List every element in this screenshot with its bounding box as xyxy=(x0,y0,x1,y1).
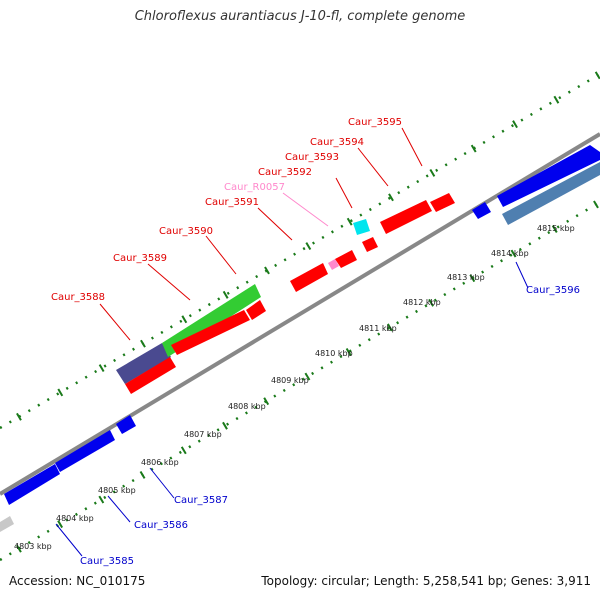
major-tick-1 xyxy=(222,421,228,430)
kbp-label-4804: 4804 kbp xyxy=(56,514,94,523)
gene-label-caur-3590[interactable]: Caur_3590 xyxy=(159,226,213,237)
gene-label-caur-3591[interactable]: Caur_3591 xyxy=(205,197,259,208)
kbp-label-4813: 4813 kbp xyxy=(447,273,485,282)
gene-caur-3590-feature[interactable] xyxy=(125,357,176,394)
major-tick-0 xyxy=(388,193,394,202)
major-ticks xyxy=(15,71,600,553)
reverse-genes xyxy=(0,145,600,532)
map-title: Chloroflexus aurantiacus J-10-fl, comple… xyxy=(134,9,466,24)
major-tick-1 xyxy=(510,249,517,258)
major-tick-1 xyxy=(345,348,352,356)
gene-caur-3595-feature[interactable] xyxy=(380,200,432,234)
gene-caur-3588-feature[interactable] xyxy=(116,343,171,384)
major-tick-1 xyxy=(139,470,146,479)
major-tick-1 xyxy=(180,446,187,455)
major-tick-0 xyxy=(98,364,105,372)
major-tick-0 xyxy=(429,168,436,177)
major-tick-0 xyxy=(140,339,146,348)
kbp-label-4812: 4812 kbp xyxy=(403,298,441,307)
kbp-label-4803: 4803 kbp xyxy=(14,542,52,551)
major-tick-0 xyxy=(470,144,477,153)
major-tick-0 xyxy=(305,242,312,251)
genome-summary-text: Topology: circular; Length: 5,258,541 bp… xyxy=(261,574,591,588)
gene-label-caur-3587[interactable]: Caur_3587 xyxy=(174,495,228,506)
genome-backbone xyxy=(0,132,600,496)
major-tick-0 xyxy=(346,217,353,226)
kbp-label-4809: 4809 kbp xyxy=(271,376,309,385)
kbp-label-4807: 4807 kbp xyxy=(184,430,222,439)
major-tick-1 xyxy=(386,323,393,332)
major-tick-1 xyxy=(551,225,558,233)
gene-label-caur-3596[interactable]: Caur_3596 xyxy=(526,285,580,296)
major-tick-1 xyxy=(304,372,311,381)
gene-label-caur-3592[interactable]: Caur_3592 xyxy=(258,167,312,178)
gene-caur-3596-feature[interactable] xyxy=(502,162,600,225)
gene-grey-feature[interactable] xyxy=(0,516,14,532)
major-tick-0 xyxy=(222,290,229,299)
gene-label-caur-3588[interactable]: Caur_3588 xyxy=(51,292,105,303)
major-tick-0 xyxy=(181,315,188,324)
gene-label-caur-3586[interactable]: Caur_3586 xyxy=(134,520,188,531)
major-tick-0 xyxy=(512,120,518,129)
gene-label-caur-3589[interactable]: Caur_3589 xyxy=(113,253,167,264)
gene-caur-3591-feature[interactable] xyxy=(171,310,250,355)
gene-red-arrow-b[interactable] xyxy=(290,263,328,292)
major-tick-0 xyxy=(16,412,22,421)
kbp-label-4808: 4808 kbp xyxy=(228,402,266,411)
major-tick-1 xyxy=(15,544,22,553)
major-tick-1 xyxy=(428,298,435,307)
major-tick-1 xyxy=(469,274,476,283)
kbp-label-4806: 4806 kbp xyxy=(141,458,179,467)
major-tick-1 xyxy=(263,397,270,406)
gene-blue-arrow-a[interactable] xyxy=(472,202,491,219)
major-tick-0 xyxy=(553,95,560,104)
gene-caur-3592-feature[interactable] xyxy=(335,250,357,268)
kbp-label-4814: 4814 kbp xyxy=(491,249,529,258)
major-tick-0 xyxy=(57,388,64,397)
gene-caur-3594-feature[interactable] xyxy=(362,237,378,252)
gene-label-caur-3593[interactable]: Caur_3593 xyxy=(285,152,339,163)
gene-caur-r0057-feature[interactable] xyxy=(328,259,339,270)
gene-red-arrow-a[interactable] xyxy=(246,300,266,320)
forward-genes xyxy=(116,193,455,394)
gene-blue-arrow-b[interactable] xyxy=(497,145,600,207)
gene-label-caur-3585[interactable]: Caur_3585 xyxy=(80,556,134,567)
major-tick-0 xyxy=(594,71,600,80)
kbp-label-4805: 4805 kbp xyxy=(98,486,136,495)
kbp-label-4811: 4811 kbp xyxy=(359,324,397,333)
gene-caur-3585-feature[interactable] xyxy=(4,464,60,505)
kbp-label-4815: 4815 kbp xyxy=(537,224,575,233)
gene-red-arrow-c[interactable] xyxy=(430,193,455,212)
major-tick-1 xyxy=(593,200,599,209)
gene-caur-3587-feature[interactable] xyxy=(116,415,136,434)
gene-label-caur-3594[interactable]: Caur_3594 xyxy=(310,137,364,148)
gene-caur-3593-feature[interactable] xyxy=(353,219,370,235)
gene-caur-3586-feature[interactable] xyxy=(55,430,115,472)
kbp-label-4810: 4810 kbp xyxy=(315,349,353,358)
accession-text: Accession: NC_010175 xyxy=(9,574,146,588)
major-tick-0 xyxy=(264,266,270,275)
gene-label-caur-r0057[interactable]: Caur_R0057 xyxy=(224,182,285,193)
major-tick-1 xyxy=(57,520,64,529)
leader-lines xyxy=(55,127,529,557)
gene-label-caur-3595[interactable]: Caur_3595 xyxy=(348,117,402,128)
major-tick-1 xyxy=(98,495,105,504)
